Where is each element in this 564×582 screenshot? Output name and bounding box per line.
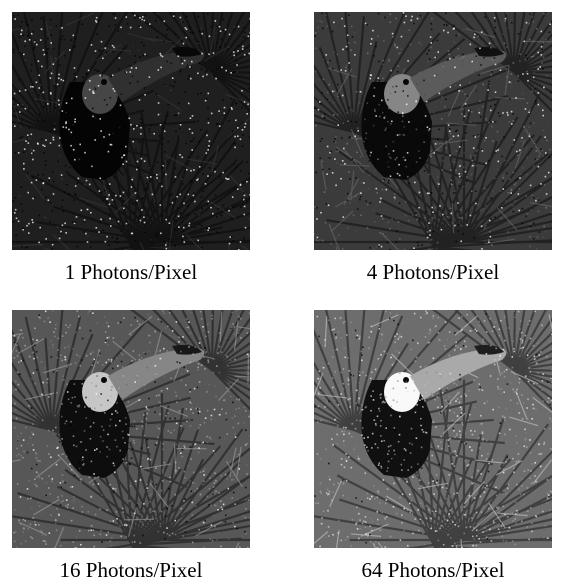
panel-16-photons: 16 Photons/Pixel [12, 310, 250, 548]
panel-caption: 1 Photons/Pixel [12, 262, 250, 283]
panel-1-photon: 1 Photons/Pixel [12, 12, 250, 250]
panel-4-photons: 4 Photons/Pixel [314, 12, 552, 250]
toucan-image-64-photons [314, 310, 552, 548]
panel-caption: 64 Photons/Pixel [314, 560, 552, 581]
toucan-image-16-photons [12, 310, 250, 548]
panel-caption: 4 Photons/Pixel [314, 262, 552, 283]
toucan-image-1-photon [12, 12, 250, 250]
toucan-image-4-photons [314, 12, 552, 250]
panel-64-photons: 64 Photons/Pixel [314, 310, 552, 548]
panel-caption: 16 Photons/Pixel [12, 560, 250, 581]
